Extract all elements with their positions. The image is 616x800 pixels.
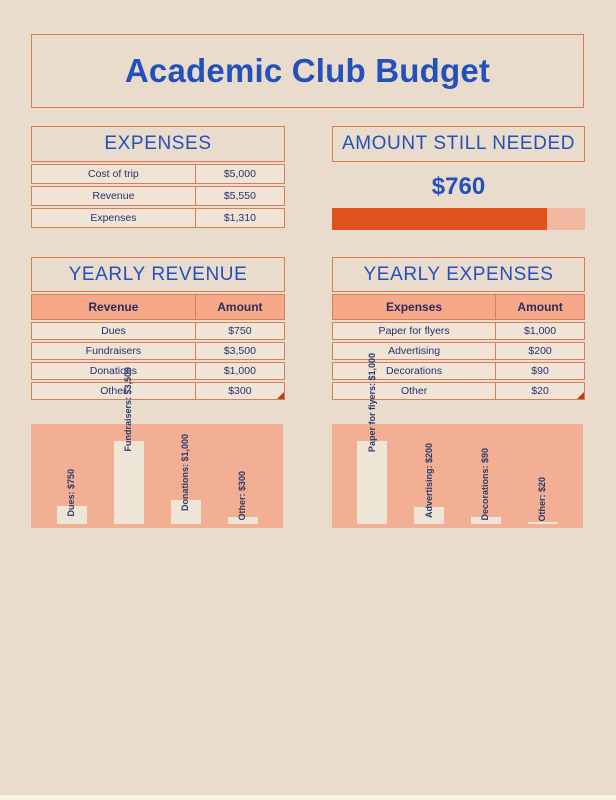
yearly-expenses-bar-chart: Paper for flyers: $1,000 Advertising: $20… (332, 353, 583, 528)
expense-value[interactable]: $1,310 (223, 212, 256, 224)
bar-group: Dues: $750 (56, 469, 87, 524)
yearly-revenue-bar-chart: Dues: $750 Fundraisers: $3,500 Donations: … (31, 367, 283, 528)
column-header: Expenses (333, 295, 497, 319)
expense-item-value[interactable]: $1,000 (524, 325, 557, 337)
table-row[interactable]: Paper for flyers $1,000 (332, 322, 585, 340)
expenses-summary-title: EXPENSES (31, 126, 285, 162)
expense-item-label[interactable]: Decorations (333, 363, 497, 379)
revenue-value[interactable]: $1,000 (223, 365, 256, 377)
revenue-value[interactable]: $300 (228, 385, 252, 397)
bottom-edge-strip (0, 795, 616, 800)
revenue-value[interactable]: $750 (228, 325, 252, 337)
bar-data-label: Decorations: $90 (480, 448, 491, 521)
bar-group: Fundraisers: $3,500 (113, 367, 144, 524)
table-row[interactable]: Advertising $200 (332, 342, 585, 360)
table-row[interactable]: Fundraisers $3,500 (31, 342, 285, 360)
revenue-value[interactable]: $3,500 (223, 345, 256, 357)
expense-item-value[interactable]: $200 (528, 345, 552, 357)
expense-item-value[interactable]: $20 (531, 385, 549, 397)
table-row[interactable]: Other $20 (332, 382, 585, 400)
yearly-expenses-title: YEARLY EXPENSES (332, 257, 585, 292)
bar (527, 522, 558, 524)
column-header: Revenue (32, 295, 196, 319)
bar-data-label: Donations: $1,000 (180, 433, 190, 511)
resize-corner-icon (577, 392, 584, 399)
table-row[interactable]: Revenue $5,550 (31, 186, 285, 206)
table-row[interactable]: Other $300 (31, 382, 285, 400)
expense-label[interactable]: Revenue (32, 187, 196, 205)
yearly-revenue-title: YEARLY REVENUE (31, 257, 285, 292)
bar (357, 441, 388, 524)
bar-group: Paper for flyers: $1,000 (357, 352, 388, 524)
expense-item-label[interactable]: Advertising (333, 343, 497, 359)
bar (227, 517, 258, 524)
revenue-label[interactable]: Fundraisers (32, 343, 196, 359)
revenue-label[interactable]: Donations (32, 363, 196, 379)
expense-item-value[interactable]: $90 (531, 365, 549, 377)
bar-data-label: Other: $20 (537, 477, 548, 522)
expense-item-label[interactable]: Other (333, 383, 497, 399)
amount-still-needed-value: $760 (431, 173, 486, 200)
amount-progress-bar (332, 208, 585, 230)
bar-data-label: Dues: $750 (66, 469, 76, 517)
expense-item-label[interactable]: Paper for flyers (333, 323, 497, 339)
revenue-label[interactable]: Dues (32, 323, 196, 339)
bar-data-label: Fundraisers: $3,500 (123, 367, 133, 452)
table-row[interactable]: Dues $750 (31, 322, 285, 340)
bar (470, 517, 501, 524)
bar (56, 506, 87, 524)
table-header-row: Expenses Amount (332, 294, 585, 320)
column-header: Amount (217, 300, 263, 314)
bar-data-label: Paper for flyers: $1,000 (366, 352, 377, 452)
bar (170, 500, 201, 524)
table-row[interactable]: Decorations $90 (332, 362, 585, 380)
page-title: Academic Club Budget (124, 52, 491, 89)
table-row[interactable]: Donations $1,000 (31, 362, 285, 380)
bar-group: Advertising: $200 (414, 442, 445, 524)
expense-value[interactable]: $5,000 (223, 168, 256, 180)
bar-data-label: Advertising: $200 (423, 442, 434, 518)
column-header: Amount (517, 300, 563, 314)
bar (113, 441, 144, 524)
revenue-label[interactable]: Other (32, 383, 196, 399)
amount-progress-fill (332, 208, 548, 230)
expense-label[interactable]: Expenses (32, 209, 196, 227)
table-row[interactable]: Cost of trip $5,000 (31, 164, 285, 184)
resize-corner-icon (277, 392, 284, 399)
bar-group: Other: $20 (527, 477, 558, 524)
bar-data-label: Other: $300 (237, 471, 247, 521)
bar-group: Other: $300 (227, 471, 258, 524)
bar-group: Donations: $1,000 (170, 433, 201, 524)
amount-still-needed-title: AMOUNT STILL NEEDED (332, 126, 585, 162)
table-header-row: Revenue Amount (31, 294, 285, 320)
bar (414, 507, 445, 524)
expense-label[interactable]: Cost of trip (32, 165, 196, 183)
bar-group: Decorations: $90 (470, 448, 501, 524)
table-row[interactable]: Expenses $1,310 (31, 208, 285, 228)
page-title-box: Academic Club Budget (31, 34, 584, 108)
expense-value[interactable]: $5,550 (223, 190, 256, 202)
